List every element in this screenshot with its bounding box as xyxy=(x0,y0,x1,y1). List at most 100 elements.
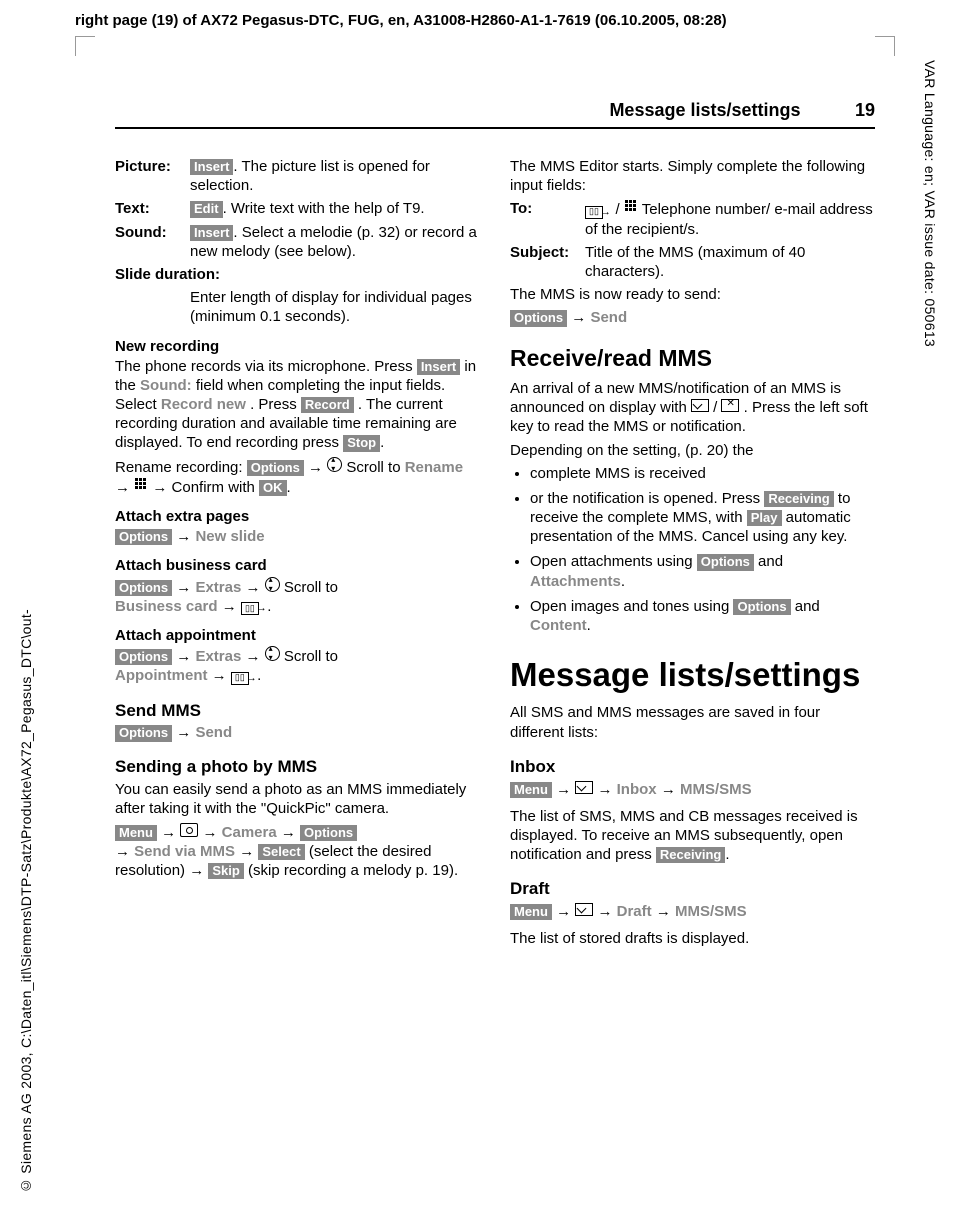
running-title: Message lists/settings xyxy=(609,100,800,121)
content: Content xyxy=(530,617,587,634)
list-item: complete MMS is received xyxy=(530,464,875,483)
photo-text: You can easily send a photo as an MMS im… xyxy=(115,780,480,818)
vertical-left-text: © Siemens AG 2003, C:\Daten_itl\Siemens\… xyxy=(18,609,34,1194)
slide-text: Enter length of display for individual p… xyxy=(190,288,480,326)
inbox-heading: Inbox xyxy=(510,756,875,778)
intro-text: The MMS Editor starts. Simply complete t… xyxy=(510,157,875,195)
extras: Extras xyxy=(195,648,241,665)
draft-text: The list of stored drafts is displayed. xyxy=(510,929,875,948)
text-label: Text: xyxy=(115,199,190,218)
send-via-mms: Send via MMS xyxy=(134,843,235,860)
envelope-notify-icon xyxy=(721,399,739,412)
receive-list: complete MMS is received or the notifica… xyxy=(510,464,875,636)
arrow-icon: → xyxy=(597,903,612,920)
extras: Extras xyxy=(195,579,241,596)
sound-label: Sound: xyxy=(115,223,190,261)
options-button: Options xyxy=(510,310,567,326)
arrow-icon: → xyxy=(222,598,237,615)
picture-label: Picture: xyxy=(115,157,190,195)
new-recording-heading: New recording xyxy=(115,337,480,356)
edit-button: Edit xyxy=(190,201,223,217)
mls-text: All SMS and MMS messages are saved in fo… xyxy=(510,703,875,741)
ok-button: OK xyxy=(259,480,287,496)
arrow-icon: → xyxy=(556,903,571,920)
attach-bc-heading: Attach business card xyxy=(115,556,480,575)
menu-button: Menu xyxy=(115,825,157,841)
attach-pages-heading: Attach extra pages xyxy=(115,507,480,526)
arrow-icon: → xyxy=(189,862,204,879)
mms-sms: MMS/SMS xyxy=(680,781,752,798)
top-header: right page (19) of AX72 Pegasus-DTC, FUG… xyxy=(75,12,904,29)
contacts-icon: ▯▯ xyxy=(585,206,603,219)
draft: Draft xyxy=(617,903,652,920)
arrow-icon: → xyxy=(656,903,671,920)
receiving-button: Receiving xyxy=(656,847,725,863)
attach-appt-heading: Attach appointment xyxy=(115,626,480,645)
arrow-icon: → xyxy=(281,824,296,841)
running-head: Message lists/settings 19 xyxy=(115,100,875,129)
arrow-icon: → xyxy=(246,579,261,596)
options-button: Options xyxy=(247,460,304,476)
camera: Camera xyxy=(222,824,277,841)
new-slide: New slide xyxy=(195,528,264,545)
subject-label: Subject: xyxy=(510,243,585,281)
scroll-icon xyxy=(327,457,342,472)
mms-sms: MMS/SMS xyxy=(675,903,747,920)
insert-button: Insert xyxy=(417,359,460,375)
options-button: Options xyxy=(300,825,357,841)
li-text: and xyxy=(758,553,783,570)
insert-button: Insert xyxy=(190,159,233,175)
arrow-icon: → xyxy=(176,528,191,545)
options-button: Options xyxy=(115,725,172,741)
vertical-right-text: VAR Language: en; VAR issue date: 050613 xyxy=(922,60,938,347)
list-item: Open attachments using Options and Attac… xyxy=(530,552,875,590)
scroll-icon xyxy=(265,577,280,592)
li-text: Open images and tones using xyxy=(530,598,733,615)
scrollto-text: Scroll to xyxy=(284,579,338,596)
options-button: Options xyxy=(115,580,172,596)
ready-text: The MMS is now ready to send: xyxy=(510,285,875,304)
page-number: 19 xyxy=(855,100,875,121)
subject-text: Title of the MMS (maximum of 40 characte… xyxy=(585,243,875,281)
send: Send xyxy=(590,309,627,326)
select-button: Select xyxy=(258,844,304,860)
arrow-icon: → xyxy=(176,648,191,665)
contacts-icon: ▯▯ xyxy=(231,672,249,685)
rename: Rename xyxy=(405,459,463,476)
newrec-text: . Press xyxy=(250,396,301,413)
arrow-icon: → xyxy=(571,309,586,326)
arrow-icon: → xyxy=(597,781,612,798)
arrow-icon: → xyxy=(556,781,571,798)
confirm-text: Confirm with xyxy=(172,479,260,496)
play-button: Play xyxy=(747,510,782,526)
send-mms-heading: Send MMS xyxy=(115,700,480,722)
arrow-icon: → xyxy=(176,579,191,596)
li-text: and xyxy=(795,598,820,615)
skip-desc: (skip recording a melody p. 19). xyxy=(248,862,458,879)
slide-label: Slide duration: xyxy=(115,265,220,284)
menu-button: Menu xyxy=(510,782,552,798)
list-item: or the notification is opened. Press Rec… xyxy=(530,489,875,547)
options-button: Options xyxy=(115,649,172,665)
scrollto-text: Scroll to xyxy=(284,648,338,665)
li-text: Open attachments using xyxy=(530,553,697,570)
arrow-icon: → xyxy=(202,824,217,841)
stop-button: Stop xyxy=(343,435,380,451)
arrow-icon: → xyxy=(115,843,130,860)
text-text: . Write text with the help of T9. xyxy=(223,200,425,217)
li-text: or the notification is opened. Press xyxy=(530,490,764,507)
arrow-icon: → xyxy=(161,824,176,841)
insert-button: Insert xyxy=(190,225,233,241)
business-card: Business card xyxy=(115,598,218,615)
appointment: Appointment xyxy=(115,667,207,684)
attachments: Attachments xyxy=(530,573,621,590)
mls-heading: Message lists/settings xyxy=(510,657,875,693)
sound-field: Sound: xyxy=(140,377,192,394)
rename-text: Rename recording: xyxy=(115,459,247,476)
keypad-icon xyxy=(134,477,148,492)
depending-text: Depending on the setting, (p. 20) the xyxy=(510,441,875,460)
arrow-icon: → xyxy=(239,843,254,860)
record-button: Record xyxy=(301,397,354,413)
right-column: The MMS Editor starts. Simply complete t… xyxy=(510,157,875,952)
message-icon xyxy=(575,781,593,794)
